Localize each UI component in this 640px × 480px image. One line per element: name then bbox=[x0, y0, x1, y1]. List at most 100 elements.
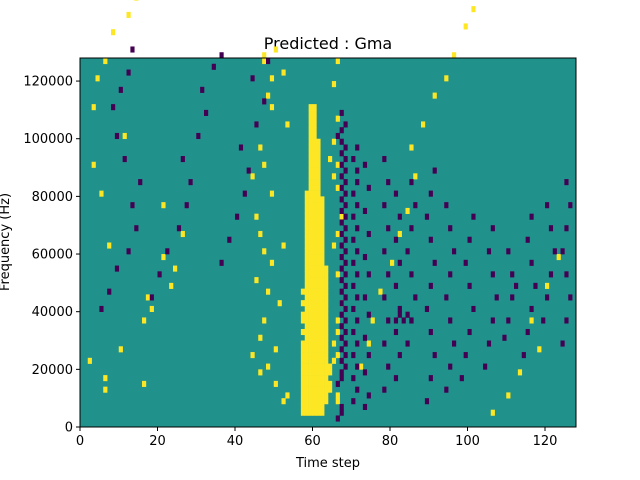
heatmap-cell-high bbox=[320, 213, 325, 220]
heatmap-cell-high bbox=[304, 409, 309, 416]
heatmap-cell-high bbox=[300, 403, 306, 411]
heatmap-cell-high bbox=[308, 398, 313, 405]
heatmap-cell-low bbox=[397, 213, 402, 220]
heatmap-cell-high bbox=[316, 173, 321, 180]
y-tick-label: 120000 bbox=[23, 75, 73, 90]
heatmap-cell-high bbox=[304, 340, 309, 347]
heatmap-cell-low bbox=[355, 167, 360, 174]
heatmap-cell-high bbox=[312, 144, 317, 151]
heatmap-cell-high bbox=[304, 202, 309, 209]
heatmap-cell-high bbox=[304, 242, 309, 249]
heatmap-cell-high bbox=[91, 104, 96, 111]
heatmap-cell-low bbox=[366, 184, 371, 191]
heatmap-cell-high bbox=[324, 271, 329, 278]
heatmap-cell-high bbox=[316, 167, 321, 174]
heatmap-cell-low bbox=[238, 144, 244, 151]
heatmap-cell-low bbox=[397, 352, 402, 359]
heatmap-cell-high bbox=[308, 300, 313, 307]
heatmap-cell-high bbox=[324, 305, 329, 312]
heatmap-cell-low bbox=[428, 328, 433, 336]
heatmap-cell-high bbox=[308, 265, 313, 272]
heatmap-cell-low bbox=[351, 213, 356, 220]
heatmap-cell-high bbox=[312, 248, 317, 255]
heatmap-cell-high bbox=[308, 190, 313, 197]
heatmap-cell-low bbox=[541, 317, 546, 324]
heatmap-cell-low bbox=[448, 317, 453, 324]
y-tick-label: 0 bbox=[65, 421, 73, 436]
heatmap-cell-low bbox=[413, 294, 418, 301]
heatmap-cell-low bbox=[448, 225, 453, 232]
heatmap-cell-high bbox=[308, 248, 313, 255]
heatmap-cell-low bbox=[339, 109, 344, 116]
heatmap-cell-high bbox=[335, 115, 340, 122]
heatmap-cell-high bbox=[304, 254, 309, 261]
heatmap-cell-low bbox=[339, 173, 344, 180]
heatmap-cell-low bbox=[463, 352, 468, 359]
heatmap-cell-high bbox=[320, 277, 325, 284]
heatmap-cell-low bbox=[242, 190, 247, 197]
heatmap-cell-high bbox=[126, 11, 131, 18]
x-tick-label: 120 bbox=[533, 434, 558, 449]
heatmap-cell-low bbox=[99, 305, 104, 312]
heatmap-cell-low bbox=[560, 340, 565, 347]
heatmap-cell-low bbox=[362, 403, 368, 411]
heatmap-cell-low bbox=[351, 156, 356, 163]
heatmap-cell-low bbox=[506, 317, 511, 324]
heatmap-cell-low bbox=[393, 375, 399, 382]
heatmap-cell-low bbox=[134, 225, 139, 232]
heatmap-cell-high bbox=[324, 357, 329, 364]
heatmap-cell-high bbox=[413, 173, 418, 180]
heatmap-cell-low bbox=[126, 248, 131, 255]
heatmap-cell-high bbox=[320, 300, 325, 307]
heatmap-cell-low bbox=[351, 236, 356, 243]
heatmap-cell-low bbox=[362, 369, 368, 376]
heatmap-cell-high bbox=[308, 403, 313, 411]
heatmap-cell-low bbox=[366, 271, 371, 278]
heatmap-cell-high bbox=[304, 190, 309, 197]
heatmap-cell-high bbox=[370, 317, 375, 324]
heatmap-cell-low bbox=[428, 190, 433, 197]
heatmap-cell-high bbox=[320, 207, 325, 214]
heatmap-cell-high bbox=[308, 334, 313, 341]
heatmap-cell-high bbox=[320, 352, 325, 359]
heatmap-cell-high bbox=[304, 323, 309, 330]
heatmap-cell-high bbox=[316, 328, 321, 336]
heatmap-cell-high bbox=[316, 202, 321, 209]
heatmap-cell-high bbox=[304, 398, 309, 405]
heatmap-cell-high bbox=[308, 386, 313, 393]
heatmap-cell-high bbox=[316, 271, 321, 278]
heatmap-cell-high bbox=[107, 242, 112, 249]
heatmap-cell-high bbox=[366, 340, 371, 347]
heatmap-cell-low bbox=[165, 248, 170, 255]
heatmap-cell-high bbox=[324, 311, 329, 318]
heatmap-cell-high bbox=[331, 340, 337, 347]
heatmap-cell-high bbox=[308, 173, 313, 180]
heatmap-cell-high bbox=[316, 225, 321, 232]
heatmap-cell-low bbox=[444, 202, 449, 209]
heatmap-cell-low bbox=[568, 294, 573, 301]
heatmap-cell-high bbox=[312, 300, 317, 307]
heatmap-cell-low bbox=[339, 127, 344, 134]
heatmap-cell-high bbox=[378, 288, 383, 295]
heatmap-cell-high bbox=[312, 225, 317, 232]
heatmap-cell-low bbox=[355, 225, 360, 232]
heatmap-cell-low bbox=[405, 340, 410, 347]
heatmap-cell-high bbox=[308, 121, 313, 128]
y-tick-label: 100000 bbox=[23, 132, 73, 147]
heatmap-cell-low bbox=[343, 225, 348, 232]
heatmap-cell-high bbox=[324, 334, 329, 341]
heatmap-cell-low bbox=[343, 363, 348, 370]
heatmap-cell-low bbox=[467, 236, 472, 243]
heatmap-cell-low bbox=[490, 317, 495, 324]
heatmap-cell-low bbox=[362, 161, 368, 168]
heatmap-cell-high bbox=[304, 403, 309, 411]
heatmap-cell-high bbox=[304, 196, 309, 203]
heatmap-cell-low bbox=[432, 167, 437, 174]
heatmap-cell-low bbox=[149, 294, 154, 301]
heatmap-cell-high bbox=[312, 132, 317, 140]
heatmap-cell-low bbox=[351, 375, 356, 382]
heatmap-cell-high bbox=[316, 179, 321, 186]
heatmap-cell-low bbox=[188, 179, 193, 186]
heatmap-cell-low bbox=[343, 144, 348, 151]
